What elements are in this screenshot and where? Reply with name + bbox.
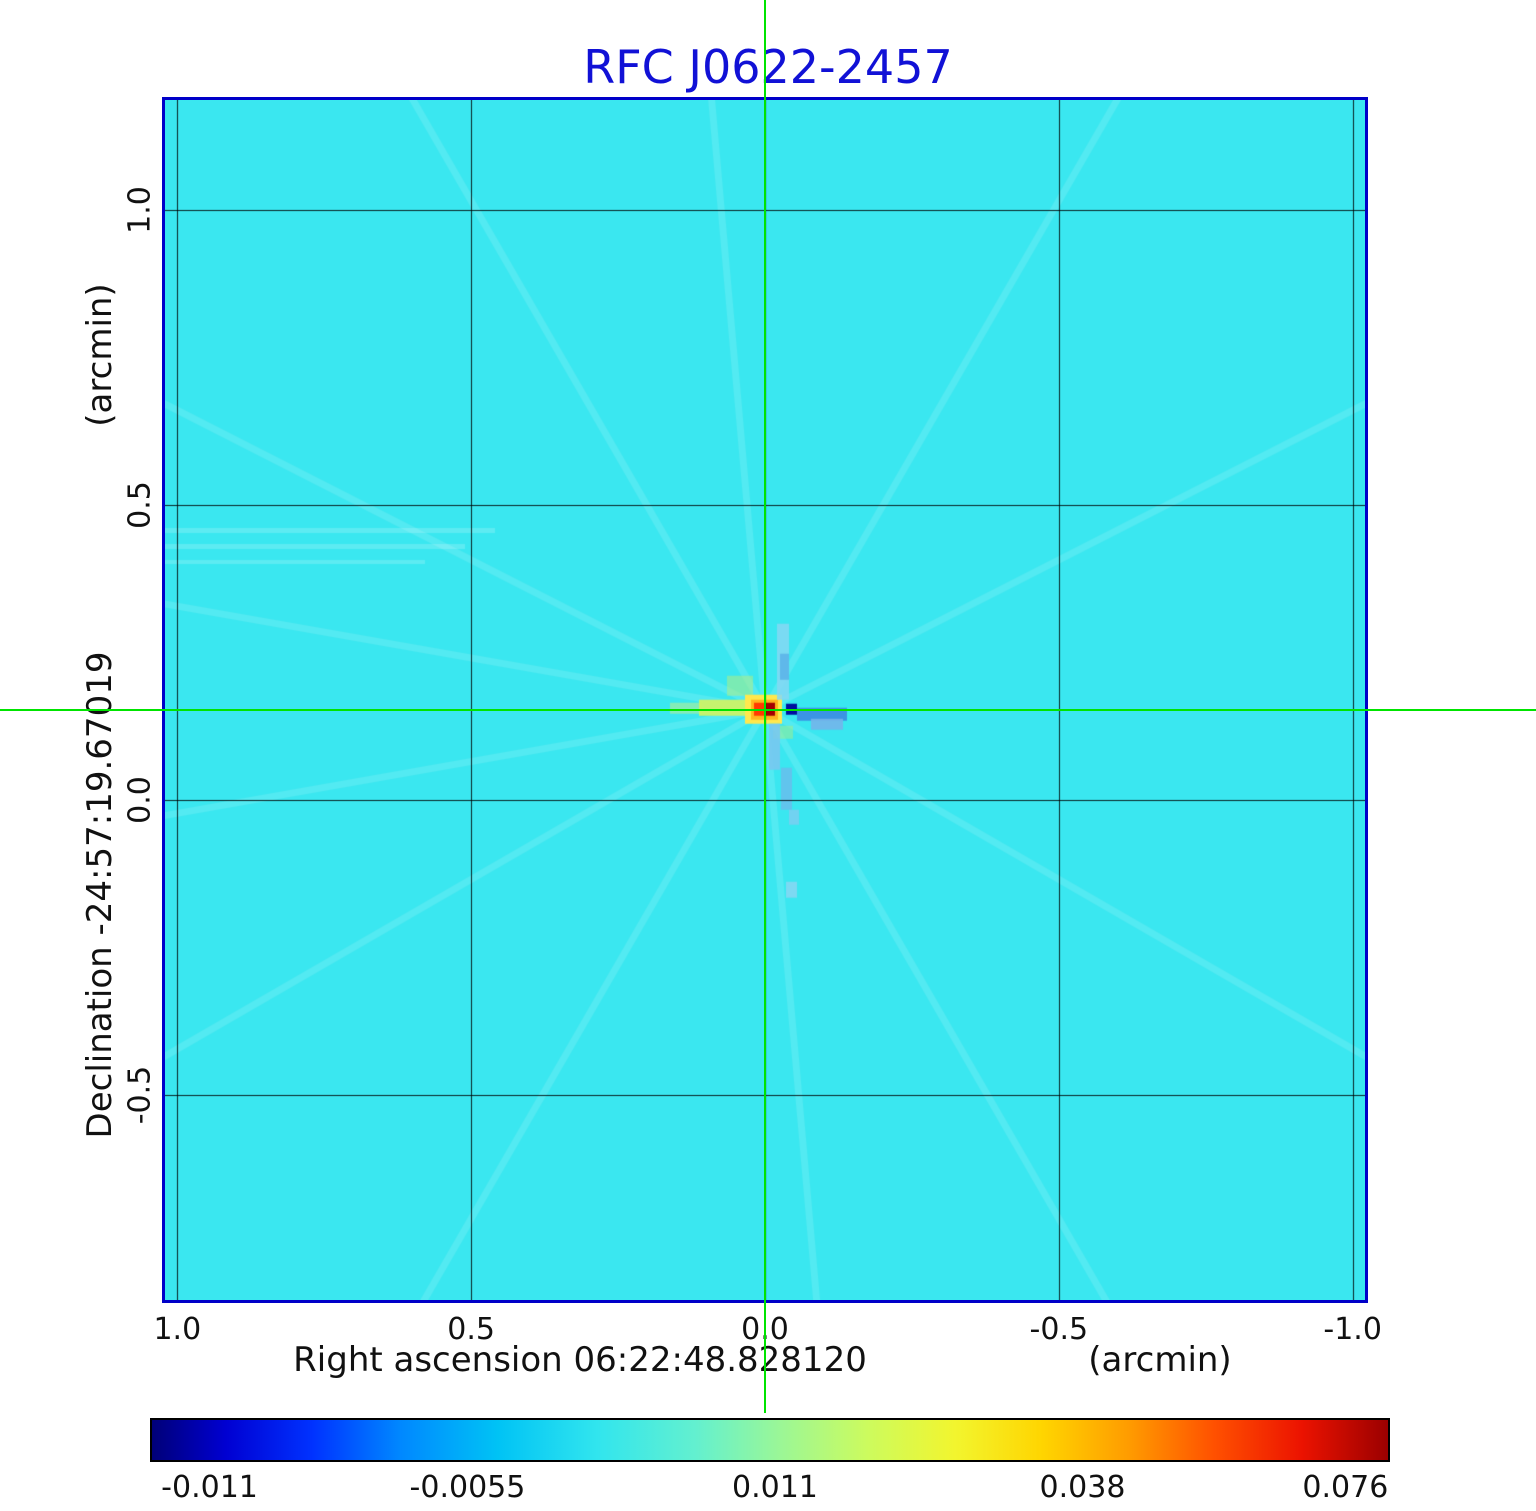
colorbar <box>150 1418 1390 1462</box>
colorbar-tick-label: 0.011 <box>732 1470 818 1505</box>
colorbar-tick-label: -0.0055 <box>409 1470 526 1505</box>
x-tick-label: 1.0 <box>153 1312 202 1347</box>
x-tick-label: -0.5 <box>1029 1312 1089 1347</box>
x-axis-label: Right ascension 06:22:48.828120 <box>293 1340 867 1380</box>
y-axis-label: Declination -24:57:19.67019 <box>80 651 120 1139</box>
crosshair-horizontal-line <box>0 708 1536 711</box>
y-tick-label: 1.0 <box>122 185 158 234</box>
y-tick-label: 0.5 <box>122 481 158 529</box>
x-axis-unit-label: (arcmin) <box>1088 1340 1232 1380</box>
crosshair-vertical-line <box>764 0 766 1413</box>
y-axis-unit-label: (arcmin) <box>80 283 120 427</box>
y-tick-label: 0.0 <box>122 776 158 824</box>
colorbar-tick-label: -0.011 <box>161 1470 258 1505</box>
y-tick-label: -0.5 <box>122 1065 158 1125</box>
colorbar-tick-label: 0.038 <box>1039 1470 1126 1505</box>
colorbar-tick-label: 0.076 <box>1302 1470 1389 1505</box>
x-tick-label: -1.0 <box>1323 1312 1382 1347</box>
figure-title: RFC J0622-2457 <box>583 40 953 94</box>
x-tick-label: 0.5 <box>447 1312 496 1347</box>
